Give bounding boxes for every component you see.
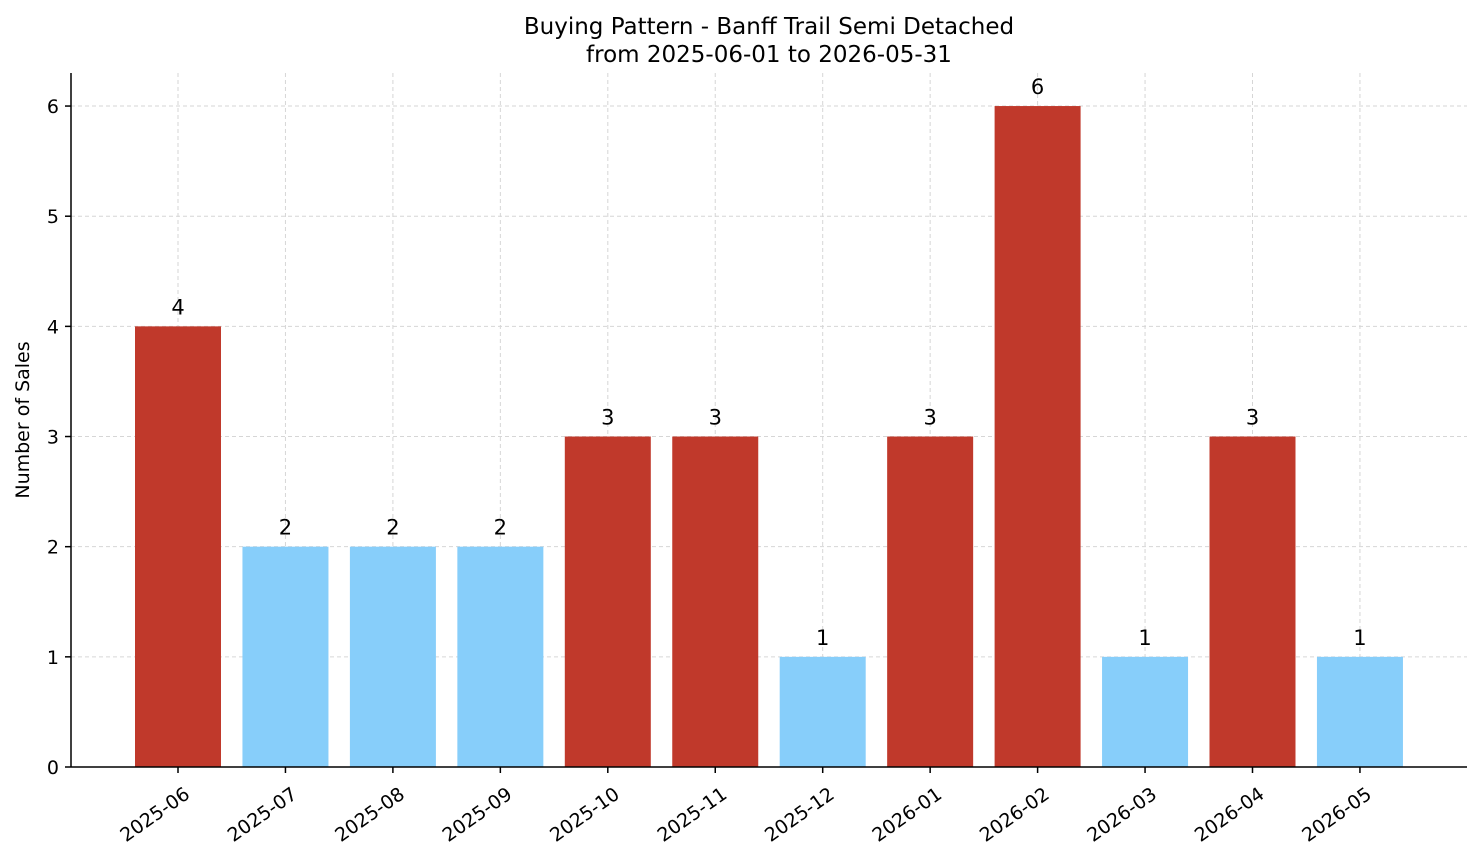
y-tick-label: 1: [47, 647, 59, 669]
bar-2025-08: [349, 546, 436, 767]
data-label-2026-05: 1: [1353, 626, 1366, 650]
x-tick-label: 2025-08: [331, 783, 409, 847]
y-tick-label: 4: [47, 316, 59, 338]
y-tick-label: 6: [47, 96, 59, 118]
bar-2025-09: [457, 546, 544, 767]
data-labels: 4 2 2 2 3 3 1 3 6 1 3 1: [171, 75, 1366, 650]
x-tick-label: 2025-06: [116, 783, 194, 847]
bar-2026-01: [887, 436, 974, 767]
x-tick-label: 2025-07: [224, 783, 302, 847]
bar-2026-03: [1102, 656, 1189, 767]
bars: [135, 106, 1403, 768]
x-tick-label: 2025-10: [546, 783, 624, 847]
data-label-2025-07: 2: [279, 516, 292, 540]
y-tick-label: 0: [47, 757, 59, 779]
chart-subtitle: from 2025-06-01 to 2026-05-31: [586, 42, 952, 68]
x-tick-label: 2026-04: [1191, 783, 1269, 847]
x-axis-ticks: 2025-06 2025-07 2025-08 2025-09 2025-10 2025-…: [116, 767, 1376, 847]
bar-2025-07: [242, 546, 329, 767]
y-tick-label: 5: [47, 206, 59, 228]
bar-2025-06: [135, 326, 221, 767]
bar-2025-10: [564, 436, 651, 767]
data-label-2025-06: 4: [171, 295, 184, 319]
x-tick-label: 2026-05: [1298, 783, 1376, 847]
bar-2025-12: [779, 656, 866, 767]
data-label-2025-11: 3: [709, 406, 722, 430]
bar-2026-02: [994, 106, 1081, 768]
x-tick-label: 2026-02: [976, 783, 1054, 847]
x-tick-label: 2026-03: [1083, 783, 1161, 847]
bar-2026-04: [1209, 436, 1296, 767]
y-axis-label: Number of Sales: [12, 341, 34, 498]
x-tick-label: 2025-09: [439, 783, 517, 847]
y-tick-label: 3: [47, 427, 59, 449]
data-label-2025-10: 3: [601, 406, 614, 430]
data-label-2026-02: 6: [1031, 75, 1044, 99]
y-axis-ticks: 0 1 2 3 4 5 6: [47, 96, 71, 779]
data-label-2026-03: 1: [1138, 626, 1151, 650]
y-tick-label: 2: [47, 537, 59, 559]
data-label-2026-04: 3: [1246, 406, 1259, 430]
data-label-2025-09: 2: [494, 516, 507, 540]
bar-2026-05: [1316, 656, 1403, 767]
data-label-2025-12: 1: [816, 626, 829, 650]
chart-title: Buying Pattern - Banff Trail Semi Detach…: [524, 14, 1014, 40]
x-tick-label: 2025-12: [761, 783, 839, 847]
x-tick-label: 2025-11: [653, 783, 731, 847]
bar-2025-11: [672, 436, 759, 767]
data-label-2026-01: 3: [923, 406, 936, 430]
x-tick-label: 2026-01: [868, 783, 946, 847]
data-label-2025-08: 2: [386, 516, 399, 540]
